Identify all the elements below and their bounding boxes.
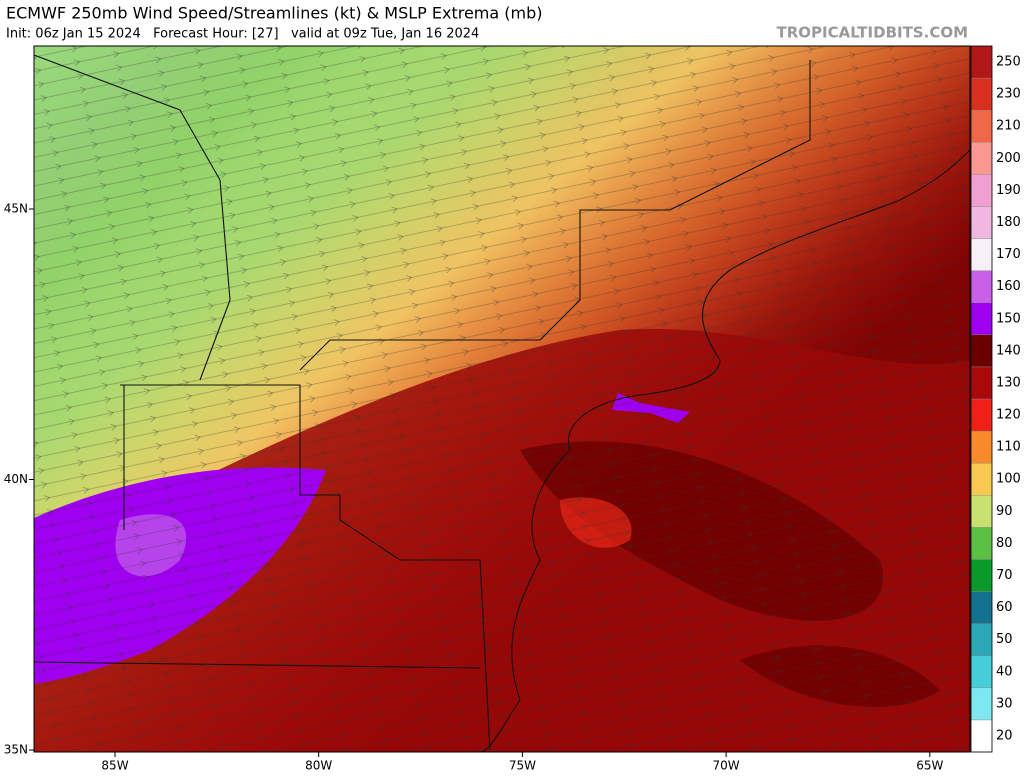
colorbar-swatch: [970, 109, 993, 143]
colorbar-swatch: [970, 174, 993, 207]
lon-label: 75W: [509, 759, 536, 773]
colorbar-swatch: [970, 45, 993, 79]
map-area: [34, 46, 970, 752]
colorbar-swatch: [970, 238, 993, 271]
colorbar-swatch: [970, 366, 993, 400]
colorbar-swatch: [970, 302, 993, 336]
colorbar-swatch: [970, 398, 993, 432]
colorbar-swatch: [970, 655, 993, 689]
streamlines: [34, 46, 970, 752]
title: ECMWF 250mb Wind Speed/Streamlines (kt) …: [6, 4, 543, 23]
lon-label: 85W: [101, 759, 128, 773]
subtitle: Init: 06z Jan 15 2024 Forecast Hour: [27…: [6, 27, 479, 42]
colorbar-label: 190: [996, 183, 1021, 198]
colorbar-label: 180: [996, 215, 1021, 230]
colorbar-label: 80: [996, 536, 1013, 551]
colorbar-swatch: [970, 142, 993, 175]
lat-label: 45N: [4, 202, 28, 216]
colorbar-swatch: [970, 719, 993, 753]
colorbar-label: 140: [996, 343, 1021, 358]
colorbar-label: 200: [996, 151, 1021, 166]
colorbar-label: 40: [996, 664, 1013, 679]
watermark: TROPICALTIDBITS.COM: [777, 24, 969, 42]
axis-labels: 85W 80W 75W 70W 65W 45N 40N 35N: [4, 202, 944, 773]
colorbar-swatch: [970, 527, 993, 560]
colorbar-swatch: [970, 559, 993, 592]
colorbar-swatch: [970, 430, 993, 464]
colorbar-label: 210: [996, 119, 1021, 134]
colorbar-label: 250: [996, 55, 1021, 70]
colorbar-label: 230: [996, 87, 1021, 102]
colorbar-label: 30: [996, 696, 1013, 711]
map-frame: [33, 45, 971, 753]
colorbar-swatch: [970, 77, 993, 111]
colorbar-swatch: [970, 270, 993, 303]
colorbar: 20 30 40 50 60 70 80 90 100 110 120 130 140 150 160 170…: [970, 45, 1021, 753]
colorbar-label: 100: [996, 472, 1021, 487]
colorbar-label: 20: [996, 728, 1013, 743]
colorbar-label: 160: [996, 279, 1021, 294]
colorbar-label: 50: [996, 632, 1013, 647]
colorbar-swatch: [970, 495, 993, 528]
colorbar-swatch: [970, 687, 993, 721]
lon-label: 70W: [713, 759, 740, 773]
colorbar-label: 120: [996, 408, 1021, 423]
colorbar-label: 70: [996, 568, 1013, 583]
colorbar-label: 110: [996, 440, 1021, 455]
colorbar-frame: [970, 45, 993, 753]
colorbar-swatch: [970, 206, 993, 239]
colorbar-swatch: [970, 334, 993, 368]
colorbar-swatch: [970, 591, 993, 624]
colorbar-label: 150: [996, 311, 1021, 326]
colorbar-label: 60: [996, 600, 1013, 615]
lat-label: 35N: [4, 743, 28, 757]
colorbar-swatch: [970, 623, 993, 656]
lon-label: 65W: [916, 759, 943, 773]
colorbar-swatch: [970, 462, 993, 496]
colorbar-label: 130: [996, 375, 1021, 390]
colorbar-label: 170: [996, 247, 1021, 262]
lat-label: 40N: [4, 472, 28, 486]
lon-label: 80W: [305, 759, 332, 773]
colorbar-label: 90: [996, 504, 1013, 519]
